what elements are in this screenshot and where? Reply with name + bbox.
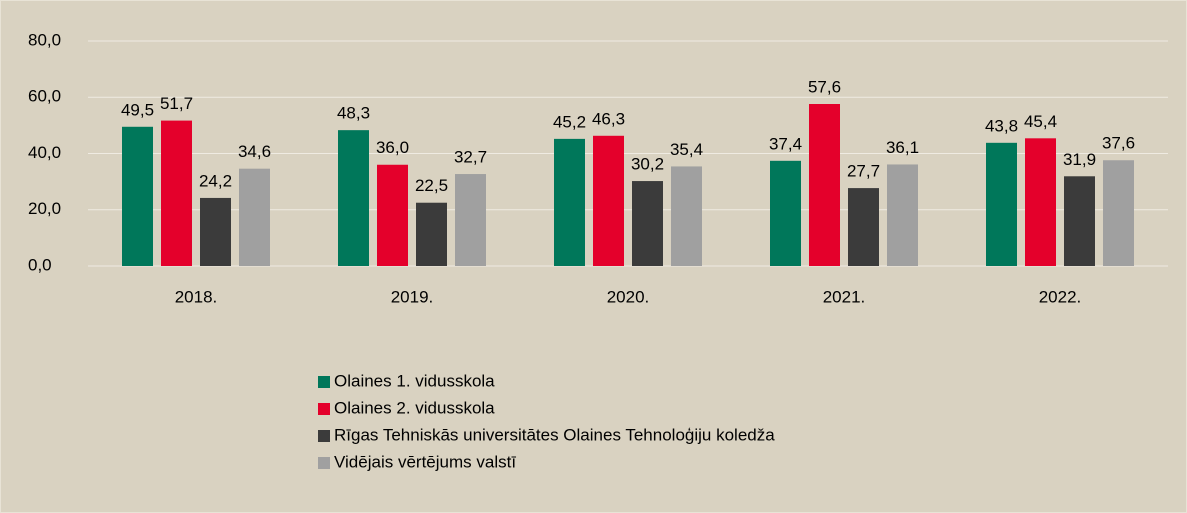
y-tick-label: 20,0 — [28, 199, 61, 218]
y-tick-label: 80,0 — [28, 30, 61, 49]
value-label: 49,5 — [121, 100, 154, 119]
bar — [671, 166, 702, 266]
x-tick-label: 2022. — [1039, 287, 1082, 306]
legend-swatch — [318, 457, 330, 469]
value-label: 45,2 — [553, 112, 586, 131]
x-tick-label: 2021. — [823, 287, 866, 306]
legend-swatch — [318, 430, 330, 442]
value-label: 46,3 — [592, 109, 625, 128]
bar — [1025, 138, 1056, 266]
y-tick-label: 40,0 — [28, 143, 61, 162]
value-label: 43,8 — [985, 116, 1018, 135]
value-label: 31,9 — [1063, 150, 1096, 169]
value-label: 27,7 — [847, 162, 880, 181]
legend-swatch — [318, 403, 330, 415]
value-label: 37,6 — [1102, 134, 1135, 153]
legend-swatch — [318, 376, 330, 388]
value-label: 45,4 — [1024, 112, 1057, 131]
bar — [1103, 160, 1134, 266]
x-tick-label: 2019. — [391, 287, 434, 306]
legend-label: Olaines 2. vidusskola — [334, 398, 495, 417]
value-label: 57,6 — [808, 77, 841, 96]
bar — [770, 160, 801, 266]
legend-label: Olaines 1. vidusskola — [334, 371, 495, 390]
y-tick-label: 60,0 — [28, 87, 61, 106]
value-label: 24,2 — [199, 171, 232, 190]
bar — [239, 168, 270, 266]
y-tick-label: 0,0 — [28, 255, 52, 274]
value-label: 37,4 — [769, 134, 802, 153]
value-label: 35,4 — [670, 140, 703, 159]
value-label: 51,7 — [160, 94, 193, 113]
legend-label: Rīgas Tehniskās universitātes Olaines Te… — [334, 425, 775, 444]
bar — [122, 126, 153, 266]
bar — [632, 181, 663, 266]
legend-label: Vidējais vērtējums valstī — [334, 452, 516, 471]
x-tick-label: 2020. — [607, 287, 650, 306]
bar — [986, 142, 1017, 266]
bar — [338, 130, 369, 266]
bar — [887, 164, 918, 266]
value-label: 48,3 — [337, 104, 370, 123]
bar — [593, 135, 624, 266]
bar — [161, 120, 192, 266]
bar — [200, 197, 231, 266]
bar — [455, 174, 486, 266]
value-label: 32,7 — [454, 148, 487, 167]
bar — [416, 202, 447, 266]
bar — [1064, 176, 1095, 266]
value-label: 30,2 — [631, 155, 664, 174]
bar — [848, 188, 879, 266]
bar — [377, 164, 408, 266]
bar — [554, 138, 585, 266]
x-tick-label: 2018. — [175, 287, 218, 306]
value-label: 36,0 — [376, 138, 409, 157]
value-label: 36,1 — [886, 138, 919, 157]
value-label: 34,6 — [238, 142, 271, 161]
value-label: 22,5 — [415, 176, 448, 195]
bar — [809, 104, 840, 266]
